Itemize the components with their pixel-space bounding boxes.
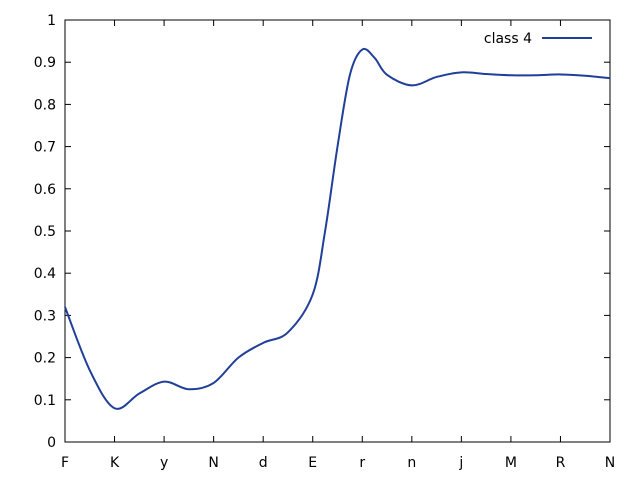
x-tick-label: N [605,455,615,471]
y-tick-label: 0.5 [34,224,56,240]
y-tick-label: 0.1 [34,393,56,409]
x-tick-label: n [407,455,416,471]
series-layer [64,47,611,410]
y-tick-label: 0.6 [34,182,56,198]
x-tick-label: r [359,455,365,471]
x-tick-label: y [160,455,168,471]
x-tick-label: E [308,455,317,471]
y-axis: 0 0.1 0.2 0.3 0.4 0.5 0.6 0.7 0.8 0.9 1 [34,13,610,451]
y-tick-label: 0.8 [34,97,56,113]
x-tick-label: d [259,455,268,471]
y-tick-label: 0.4 [34,266,56,282]
plot-frame [64,19,611,443]
y-tick-label: 0.9 [34,55,56,71]
y-tick-label: 0.3 [34,308,56,324]
series-line [64,47,611,410]
legend: class 4 [484,31,592,47]
y-tick-label: 1 [47,13,56,29]
x-tick-label: F [61,455,69,471]
x-tick-label: M [505,455,517,471]
legend-label: class 4 [484,31,532,47]
y-tick-label: 0.2 [34,351,56,367]
x-tick-label: K [110,455,120,471]
x-tick-label: j [458,455,463,471]
x-tick-label: R [556,455,566,471]
x-tick-label: N [208,455,218,471]
y-tick-label: 0 [47,435,56,451]
y-tick-label: 0.7 [34,140,56,156]
